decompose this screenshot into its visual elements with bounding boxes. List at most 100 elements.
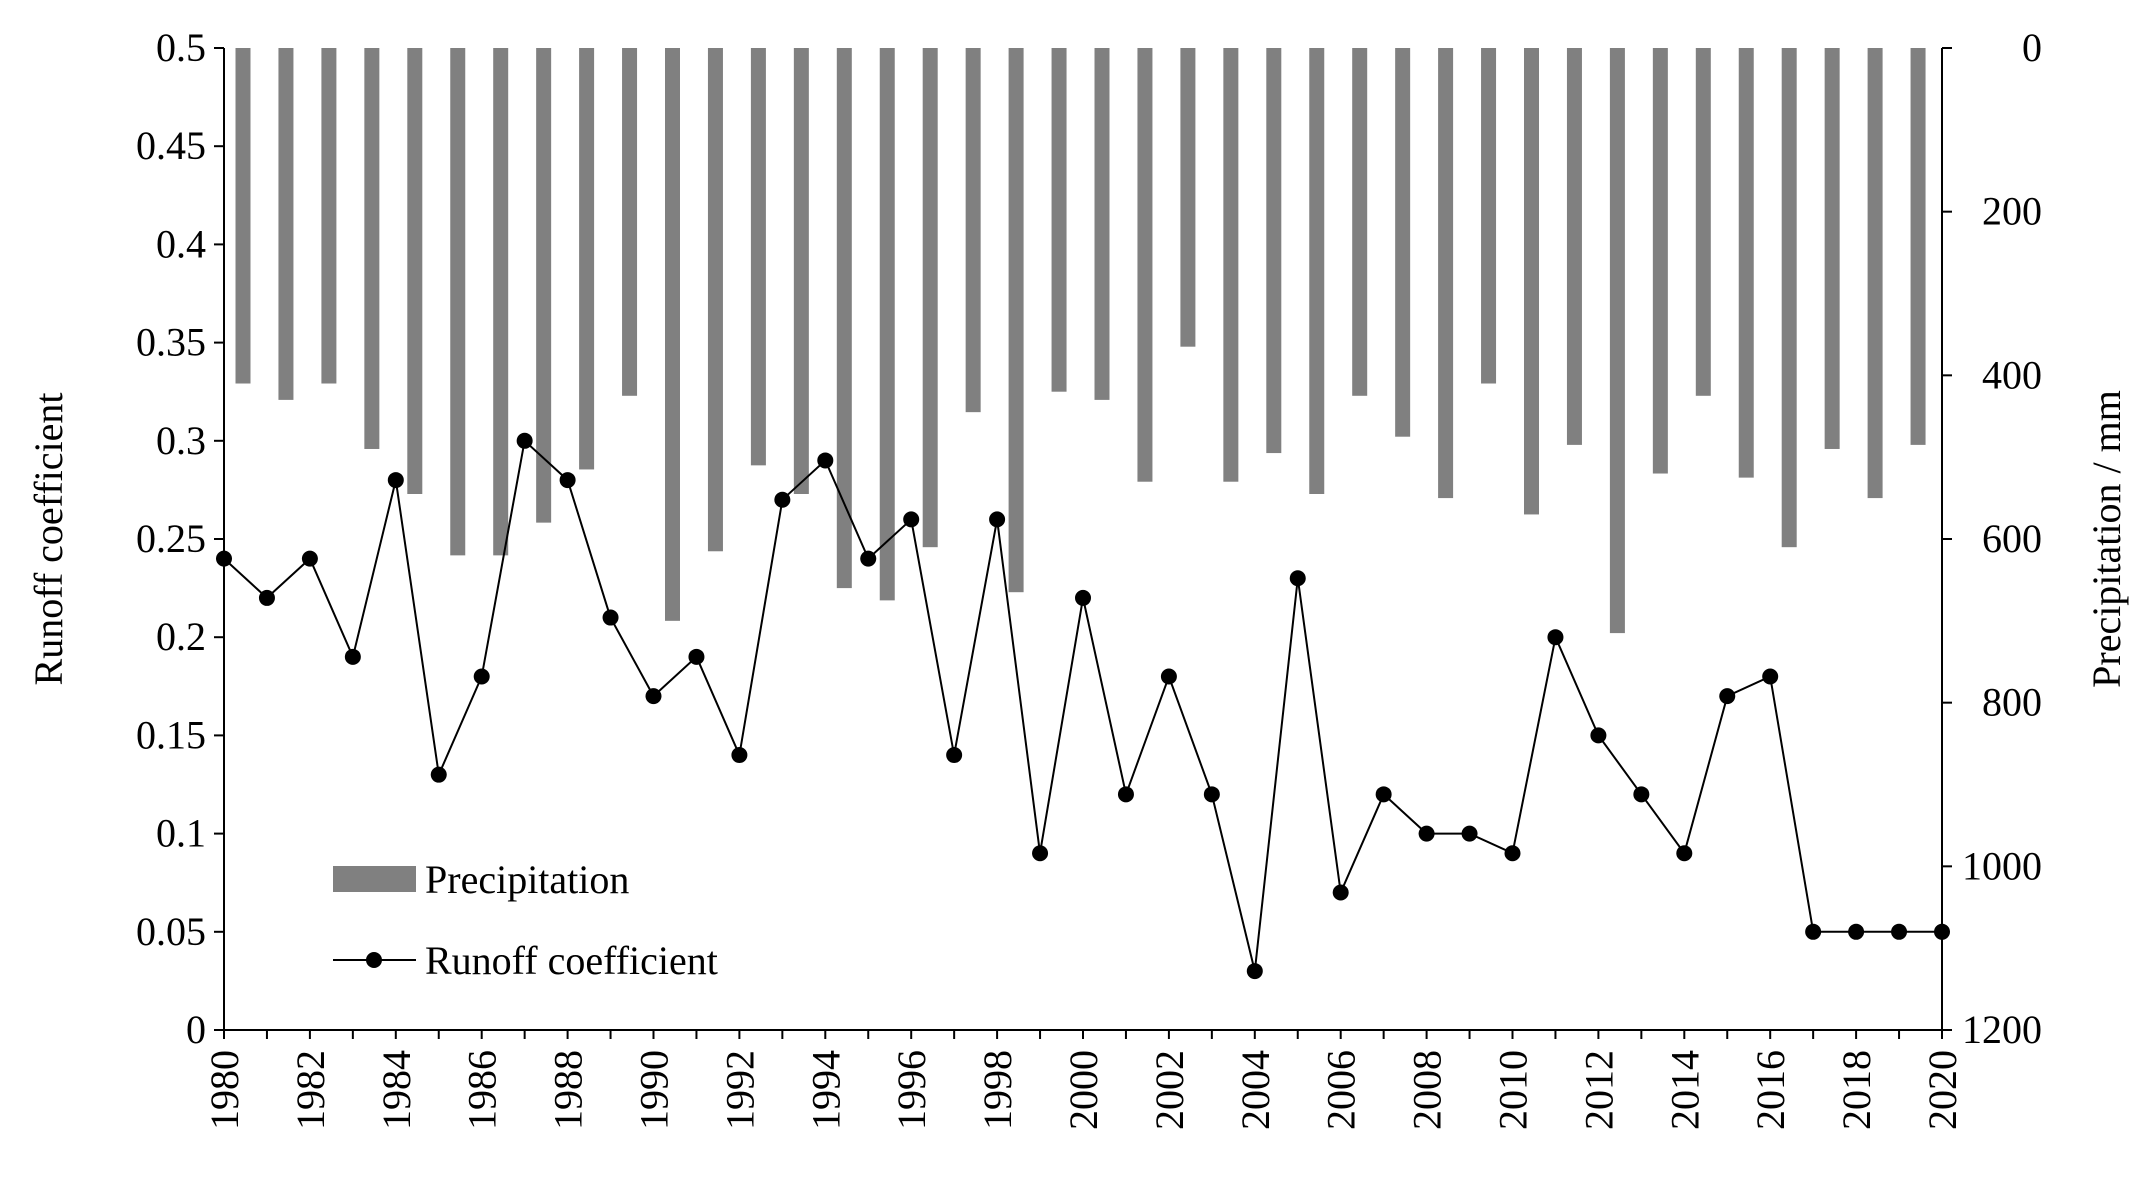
x-tick-label: 1992 [717, 1050, 762, 1130]
precipitation-bar-1988 [579, 48, 595, 470]
x-tick-label: 1998 [975, 1050, 1020, 1130]
x-tick-label: 2020 [1920, 1050, 1965, 1130]
precipitation-bar-1999 [1051, 48, 1067, 392]
runoff-point-1995 [860, 550, 877, 567]
x-tick-label: 1988 [546, 1050, 591, 1130]
runoff-point-2001 [1117, 786, 1134, 803]
legend-precipitation-label: Precipitation [425, 857, 629, 902]
runoff-point-1991 [688, 648, 705, 665]
precipitation-bar-2005 [1309, 48, 1325, 494]
left-tick-label: 0.1 [156, 811, 206, 856]
precipitation-bar-1989 [622, 48, 638, 396]
precipitation-bar-1996 [922, 48, 938, 548]
left-axis-title: Runoff coefficient [26, 393, 71, 686]
legend-runoff-label: Runoff coefficient [425, 938, 718, 983]
precipitation-bar-2002 [1180, 48, 1196, 347]
right-tick-label: 400 [1982, 352, 2042, 397]
precipitation-bar-1987 [536, 48, 552, 523]
runoff-point-1994 [817, 452, 834, 469]
right-tick-label: 1000 [1962, 843, 2042, 888]
precipitation-bar-1995 [879, 48, 895, 601]
left-tick-label: 0.35 [136, 320, 206, 365]
left-tick-label: 0.2 [156, 614, 206, 659]
precipitation-bar-1993 [793, 48, 809, 494]
precipitation-bar-1983 [364, 48, 380, 449]
x-tick-label: 2008 [1405, 1050, 1450, 1130]
right-tick-label: 0 [2022, 25, 2042, 70]
precipitation-bar-2019 [1910, 48, 1926, 445]
ticks: 0 0.05 0.1 0.15 0.2 0.25 0.3 0.35 0.4 0.45 0.5 0 200… [136, 25, 2042, 1130]
runoff-point-2010 [1504, 845, 1521, 862]
precipitation-bar-2000 [1094, 48, 1110, 400]
precipitation-bar-1994 [836, 48, 852, 589]
runoff-point-2015 [1719, 688, 1736, 705]
x-tick-label: 1990 [632, 1050, 677, 1130]
x-tick-label: 2014 [1662, 1050, 1707, 1130]
runoff-point-1986 [473, 668, 490, 685]
runoff-point-2004 [1246, 963, 1263, 980]
x-tick-label: 2004 [1233, 1050, 1278, 1130]
precipitation-bar-1992 [750, 48, 766, 466]
precipitation-bar-2012 [1609, 48, 1625, 634]
precipitation-bar-1984 [407, 48, 423, 494]
runoff-point-1989 [602, 609, 619, 626]
runoff-point-1997 [946, 747, 963, 764]
runoff-point-1984 [387, 472, 404, 489]
runoff-point-1983 [344, 648, 361, 665]
runoff-point-2017 [1805, 923, 1822, 940]
precipitation-bar-2010 [1524, 48, 1539, 515]
x-tick-label: 2010 [1491, 1050, 1536, 1130]
precipitation-bar-2006 [1352, 48, 1368, 396]
precipitation-bar-1997 [965, 48, 981, 413]
left-tick-label: 0.45 [136, 123, 206, 168]
runoff-point-2003 [1203, 786, 1220, 803]
x-tick-label: 2016 [1748, 1050, 1793, 1130]
precipitation-bar-2007 [1395, 48, 1411, 437]
right-axis-title: Precipitation / mm [2084, 390, 2129, 688]
legend: Precipitation Runoff coefficient [333, 857, 718, 983]
precipitation-bar-1985 [450, 48, 466, 556]
precipitation-bar-2004 [1266, 48, 1282, 454]
runoff-point-2011 [1547, 629, 1564, 646]
left-tick-label: 0.3 [156, 418, 206, 463]
legend-precipitation-swatch [333, 866, 416, 892]
precipitation-bar-2003 [1223, 48, 1239, 482]
runoff-point-2013 [1633, 786, 1650, 803]
x-tick-label: 2000 [1061, 1050, 1106, 1130]
runoff-point-1990 [645, 688, 662, 705]
x-tick-label: 2012 [1576, 1050, 1621, 1130]
right-tick-label: 800 [1982, 680, 2042, 725]
x-tick-label: 1980 [202, 1050, 247, 1130]
runoff-point-1999 [1032, 845, 1049, 862]
x-tick-label: 2002 [1147, 1050, 1192, 1130]
runoff-point-1981 [258, 589, 275, 606]
runoff-point-2018 [1848, 923, 1865, 940]
legend-runoff-marker [366, 952, 382, 968]
x-tick-label: 2006 [1319, 1050, 1364, 1130]
x-tick-label: 1986 [460, 1050, 505, 1130]
precipitation-bar-1991 [707, 48, 723, 552]
runoff-point-1993 [774, 491, 791, 508]
precipitation-bar-2008 [1438, 48, 1454, 499]
x-tick-label: 2018 [1834, 1050, 1879, 1130]
left-tick-label: 0.4 [156, 221, 206, 266]
x-tick-label: 1982 [288, 1050, 333, 1130]
precipitation-bar-1982 [321, 48, 337, 384]
runoff-line-layer [216, 432, 1950, 980]
precipitation-bar-2018 [1867, 48, 1883, 499]
precipitation-bar-1998 [1008, 48, 1024, 593]
left-tick-label: 0.05 [136, 909, 206, 954]
x-tick-label: 1996 [889, 1050, 934, 1130]
precipitation-bar-2013 [1652, 48, 1668, 474]
runoff-point-1982 [301, 550, 318, 567]
left-tick-label: 0.25 [136, 516, 206, 561]
left-tick-label: 0 [186, 1007, 206, 1052]
precipitation-bar-1980 [235, 48, 251, 384]
precipitation-bar-2014 [1695, 48, 1711, 396]
precipitation-bars [235, 48, 1926, 634]
right-tick-label: 600 [1982, 516, 2042, 561]
precipitation-bar-2009 [1481, 48, 1497, 384]
precipitation-bar-1986 [493, 48, 509, 556]
runoff-point-2009 [1461, 825, 1478, 842]
